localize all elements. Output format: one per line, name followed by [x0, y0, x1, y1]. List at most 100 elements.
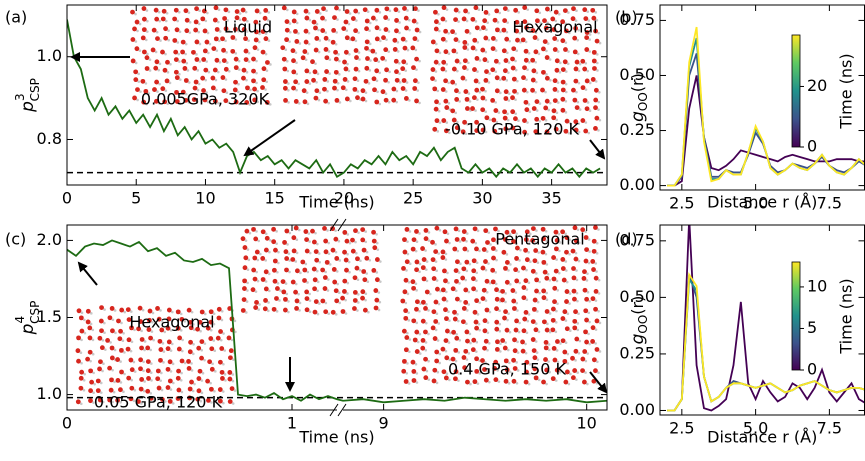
- hydrogen-atom: [507, 71, 510, 74]
- oxygen-atom: [510, 109, 516, 115]
- hydrogen-atom: [588, 50, 592, 53]
- oxygen-atom: [294, 39, 300, 44]
- oxygen-atom: [217, 398, 223, 404]
- hydrogen-atom: [149, 371, 153, 374]
- y-label-base: p: [18, 101, 38, 113]
- hydrogen-atom: [505, 79, 509, 82]
- hydrogen-atom: [515, 232, 518, 235]
- hydrogen-atom: [464, 78, 468, 82]
- oxygen-atom: [414, 259, 420, 265]
- hydrogen-atom: [156, 90, 159, 93]
- hydrogen-atom: [143, 348, 146, 352]
- data-line: [67, 239, 607, 404]
- oxygen-atom: [583, 308, 589, 314]
- hydrogen-atom: [535, 109, 539, 112]
- oxygen-atom: [130, 37, 136, 42]
- oxygen-atom: [373, 57, 379, 63]
- hydrogen-atom: [356, 309, 359, 312]
- hydrogen-atom: [545, 263, 549, 266]
- oxygen-atom: [109, 377, 114, 383]
- hydrogen-atom: [295, 61, 298, 64]
- oxygen-atom: [504, 279, 510, 285]
- oxygen-atom: [323, 47, 329, 52]
- hydrogen-atom: [497, 229, 500, 233]
- hydrogen-atom: [438, 352, 442, 356]
- hydrogen-atom: [111, 318, 115, 322]
- hydrogen-atom: [200, 348, 204, 352]
- hydrogen-atom: [317, 252, 321, 255]
- x-tick-label: 9: [379, 414, 389, 433]
- oxygen-atom: [414, 299, 420, 305]
- oxygen-atom: [423, 236, 429, 242]
- oxygen-atom: [186, 365, 192, 371]
- oxygen-atom: [484, 278, 490, 284]
- hydrogen-atom: [526, 319, 530, 323]
- hydrogen-atom: [180, 371, 183, 375]
- hydrogen-atom: [268, 103, 272, 106]
- hydrogen-atom: [587, 261, 591, 265]
- hydrogen-atom: [519, 40, 522, 44]
- hydrogen-atom: [137, 80, 141, 83]
- oxygen-atom: [521, 75, 526, 81]
- oxygen-atom: [444, 355, 450, 361]
- hydrogen-atom: [264, 232, 268, 236]
- oxygen-atom: [403, 277, 409, 283]
- hydrogen-atom: [508, 330, 512, 334]
- hydrogen-atom: [195, 100, 199, 103]
- oxygen-atom: [503, 126, 509, 132]
- hydrogen-atom: [408, 338, 412, 341]
- oxygen-atom: [531, 106, 537, 111]
- hydrogen-atom: [338, 259, 342, 262]
- oxygen-atom: [584, 47, 590, 52]
- hydrogen-atom: [406, 252, 410, 256]
- hydrogen-atom: [554, 321, 558, 324]
- oxygen-atom: [432, 126, 438, 132]
- hydrogen-atom: [499, 91, 502, 95]
- hydrogen-atom: [406, 240, 409, 243]
- oxygen-atom: [421, 276, 427, 282]
- oxygen-atom: [561, 277, 567, 283]
- oxygen-atom: [491, 237, 496, 243]
- oxygen-atom: [483, 377, 489, 383]
- oxygen-atom: [530, 57, 536, 63]
- hydrogen-atom: [559, 342, 562, 345]
- colorbar-tick-label: 20: [807, 76, 827, 95]
- oxygen-atom: [470, 238, 476, 244]
- oxygen-atom: [450, 29, 455, 35]
- oxygen-atom: [443, 338, 449, 344]
- hydrogen-atom: [548, 132, 552, 136]
- oxygen-atom: [304, 68, 310, 74]
- hydrogen-atom: [356, 301, 360, 304]
- hydrogen-atom: [256, 100, 259, 104]
- oxygen-atom: [216, 306, 222, 312]
- oxygen-atom: [311, 19, 317, 25]
- hydrogen-atom: [316, 72, 320, 76]
- oxygen-atom: [384, 6, 390, 12]
- oxygen-atom: [532, 297, 538, 303]
- axis-frame: [66, 224, 608, 411]
- hydrogen-atom: [526, 132, 529, 136]
- hydrogen-atom: [378, 39, 382, 43]
- hydrogen-atom: [437, 322, 441, 325]
- oxygen-atom: [534, 288, 539, 294]
- hydrogen-atom: [237, 82, 240, 86]
- oxygen-atom: [210, 85, 216, 91]
- hydrogen-atom: [405, 371, 409, 375]
- hydrogen-atom: [445, 372, 449, 376]
- oxygen-atom: [531, 306, 537, 312]
- oxygen-atom: [503, 378, 509, 384]
- hydrogen-atom: [187, 11, 191, 14]
- oxygen-atom: [173, 7, 179, 13]
- x-tick-label: 0: [62, 414, 72, 433]
- oxygen-atom: [540, 87, 545, 93]
- oxygen-atom: [205, 325, 211, 331]
- oxygen-atom: [230, 35, 236, 40]
- oxygen-atom: [144, 66, 150, 71]
- oxygen-atom: [304, 289, 310, 295]
- oxygen-atom: [160, 86, 166, 92]
- hydrogen-atom: [528, 232, 532, 236]
- hydrogen-atom: [484, 110, 487, 114]
- oxygen-atom: [502, 68, 508, 74]
- oxygen-atom: [342, 249, 347, 255]
- hydrogen-atom: [566, 352, 570, 356]
